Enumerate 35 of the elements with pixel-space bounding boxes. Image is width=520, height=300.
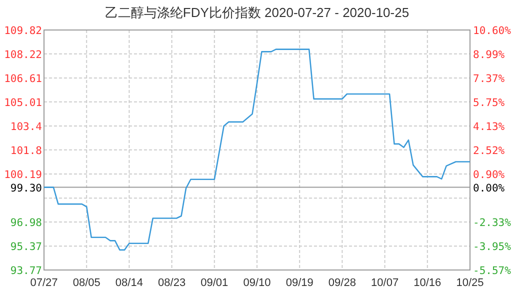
y2-tick-label: 4.13% [473, 121, 506, 134]
x-tick-label: 08/05 [72, 277, 100, 289]
x-tick-label: 08/14 [115, 277, 143, 289]
y-tick-label: 96.98 [10, 217, 42, 229]
y-tick-label: 93.77 [10, 265, 42, 277]
y-tick-label: 100.19 [4, 169, 42, 181]
y2-tick-label: -2.33% [473, 216, 512, 229]
x-tick-label: 07/27 [30, 277, 58, 289]
y-tick-label: 95.37 [10, 241, 42, 254]
chart-title: 乙二醇与涤纶FDY比价指数 2020-07-27 - 2020-10-25 [104, 5, 410, 20]
x-tick-label: 10/25 [456, 277, 484, 289]
x-tick-label: 09/19 [286, 277, 314, 289]
x-tick-label: 08/23 [158, 277, 186, 289]
ref-line-label: 99.30 [10, 182, 42, 194]
y-tick-label: 105.01 [4, 96, 42, 109]
y2-tick-label: -3.95% [473, 240, 512, 253]
y-tick-label: 103.4 [10, 121, 42, 133]
y2-tick-label: 5.75% [473, 96, 506, 109]
x-tick-label: 10/07 [371, 277, 399, 289]
line-series [43, 48, 471, 251]
x-tick-label: 10/16 [414, 277, 442, 289]
x-tick-label: 09/10 [243, 277, 271, 289]
x-tick-label: 09/01 [200, 277, 228, 289]
x-tick-label: 09/28 [328, 277, 356, 289]
y-tick-label: 101.8 [10, 144, 42, 157]
y2-tick-label: 0.00% [473, 182, 506, 194]
y-tick-label: 106.61 [4, 73, 42, 85]
y-tick-label: 109.82 [4, 25, 42, 37]
y2-tick-label: 7.37% [473, 72, 506, 85]
y-tick-label: 108.22 [4, 48, 42, 61]
y2-tick-label: -5.57% [473, 265, 512, 277]
y2-tick-label: 0.90% [473, 168, 506, 181]
y2-tick-label: 8.99% [473, 48, 506, 61]
y2-tick-label: 10.60% [473, 25, 512, 37]
y2-tick-label: 2.52% [473, 144, 506, 157]
